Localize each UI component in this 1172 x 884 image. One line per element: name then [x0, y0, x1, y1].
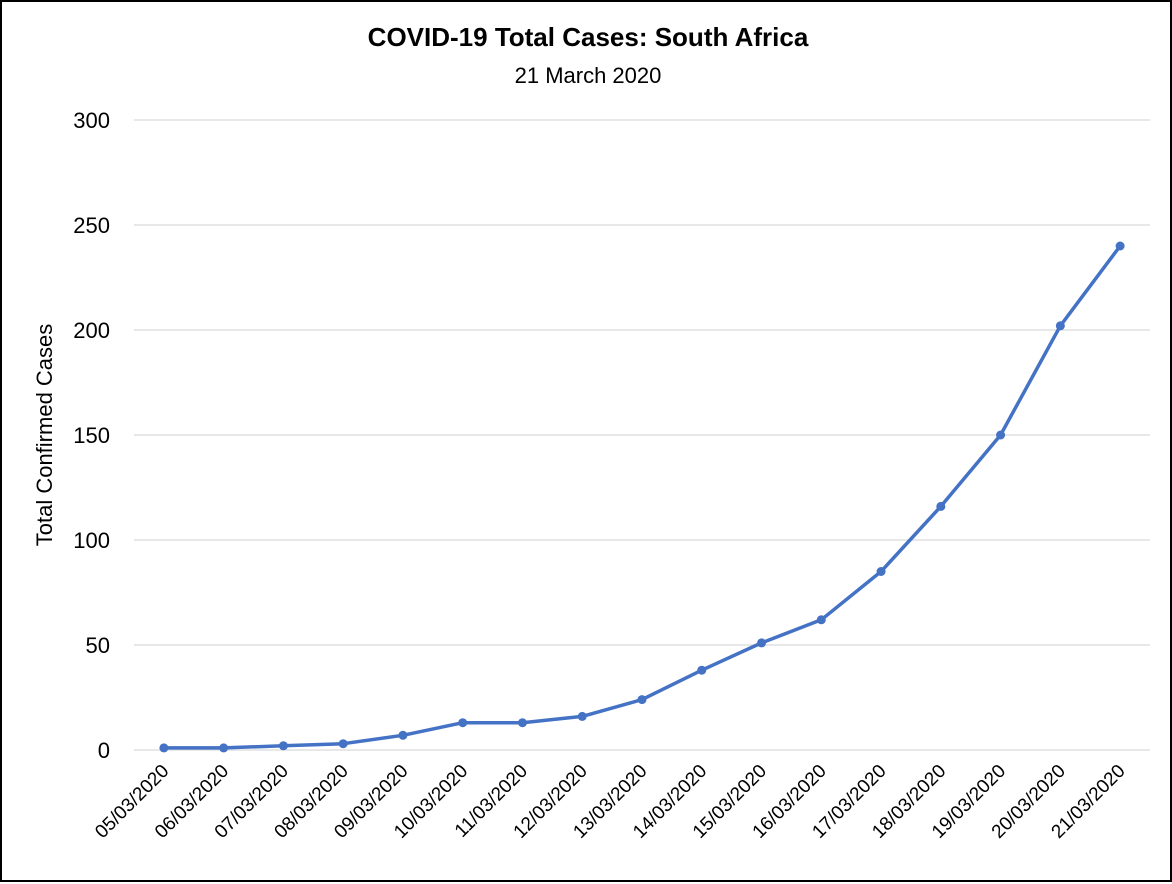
data-point	[338, 739, 348, 749]
gridlines	[134, 119, 1150, 751]
data-point	[936, 501, 946, 511]
data-point	[757, 638, 767, 648]
data-point	[278, 741, 288, 751]
data-point	[637, 695, 647, 705]
chart-subtitle: 21 March 2020	[515, 63, 662, 88]
data-point	[517, 718, 527, 728]
y-tick-label: 200	[73, 318, 110, 343]
y-axis-label: Total Confirmed Cases	[32, 324, 57, 547]
y-tick-label: 0	[98, 738, 110, 763]
data-point	[577, 711, 587, 721]
data-point	[1055, 321, 1065, 331]
y-tick-label: 100	[73, 528, 110, 553]
y-tick-label: 250	[73, 213, 110, 238]
y-tick-label: 150	[73, 423, 110, 448]
y-axis-ticks: 0 50 100 150 200 250 300	[73, 108, 110, 763]
series-cases	[159, 241, 1125, 753]
data-point	[1115, 241, 1125, 251]
series-line	[162, 244, 1122, 750]
data-point	[458, 718, 468, 728]
y-tick-label: 300	[73, 108, 110, 133]
chart-title: COVID-19 Total Cases: South Africa	[368, 22, 809, 52]
y-tick-label: 50	[86, 633, 110, 658]
data-point	[219, 743, 229, 753]
data-point	[996, 430, 1006, 440]
x-axis-ticks: 05/03/202006/03/202007/03/202008/03/2020…	[91, 761, 1129, 843]
data-point	[398, 730, 408, 740]
data-point	[816, 615, 826, 625]
data-point	[876, 567, 886, 576]
data-point	[697, 665, 707, 675]
data-point	[159, 743, 169, 753]
